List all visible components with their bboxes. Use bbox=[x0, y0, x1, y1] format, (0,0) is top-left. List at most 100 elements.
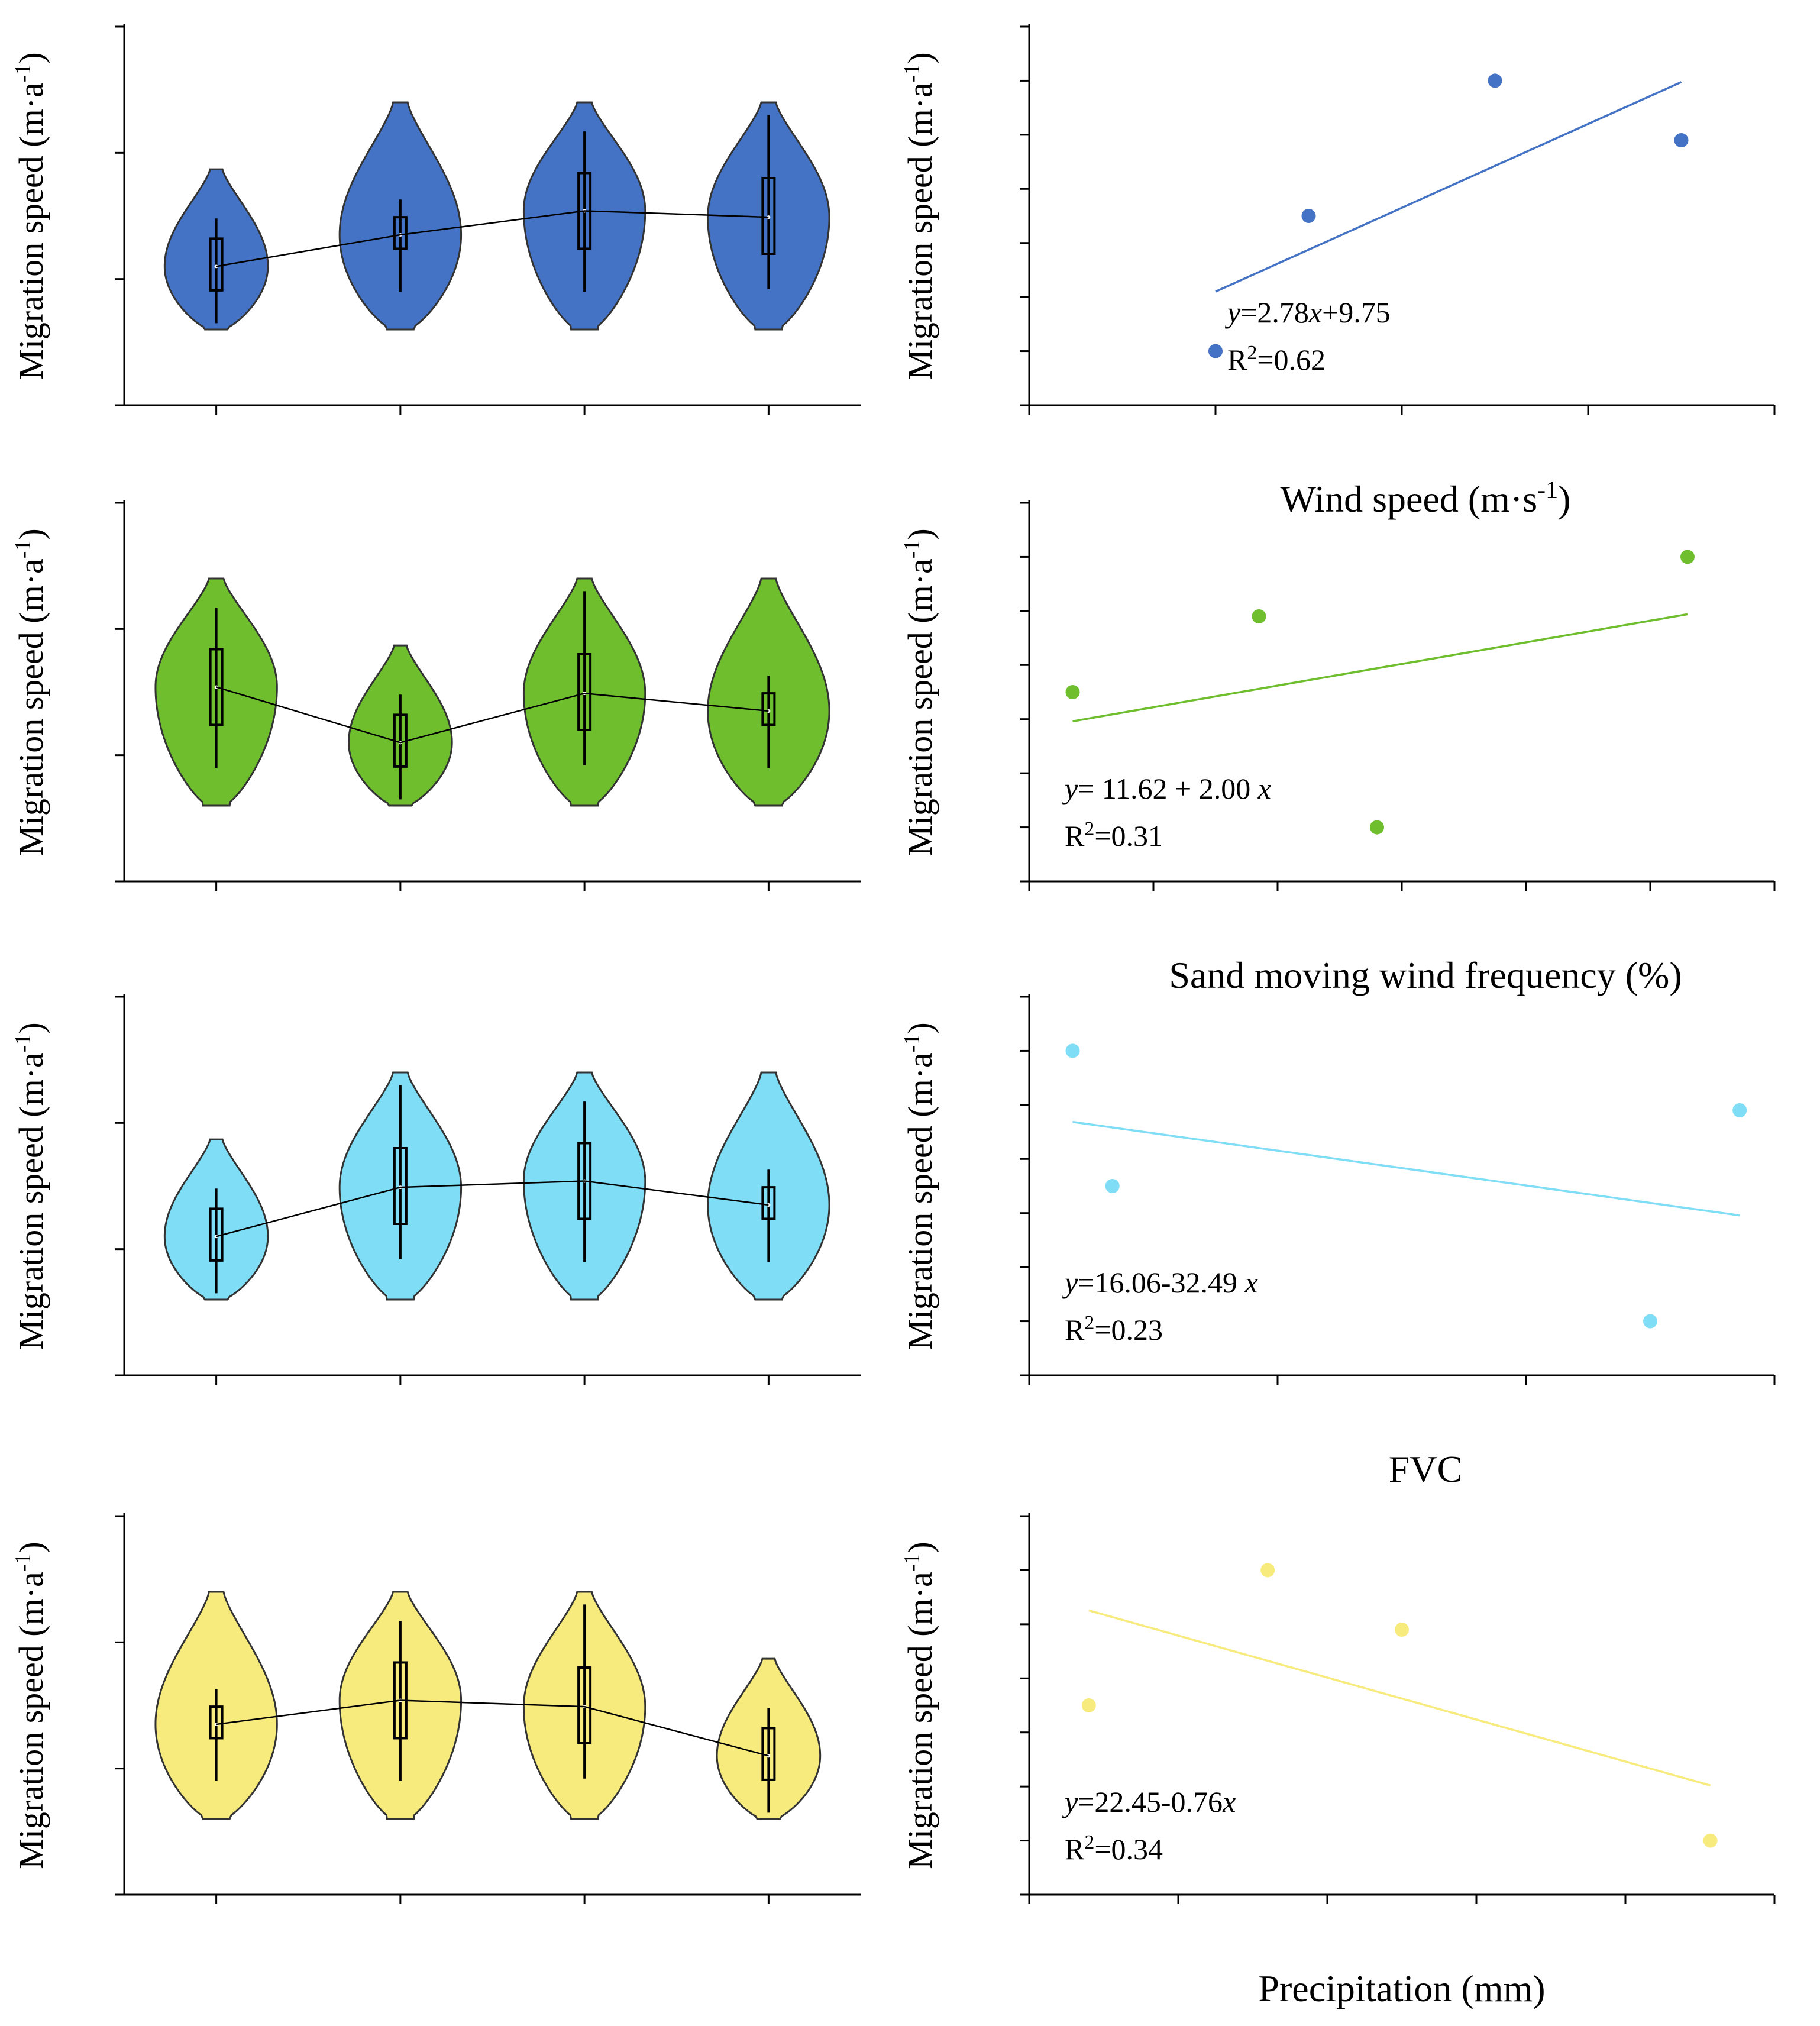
r-squared: R2=0.34 bbox=[1065, 1831, 1163, 1866]
r2-sup: 2 bbox=[1084, 1831, 1094, 1853]
y-label-end: ) bbox=[12, 52, 50, 63]
eq-body: = 11.62 + 2.00 bbox=[1078, 772, 1258, 805]
regression-equation: y=22.45-0.76x bbox=[1062, 1785, 1236, 1818]
data-point bbox=[1260, 1563, 1275, 1578]
data-point bbox=[1105, 1179, 1120, 1193]
x-axis-label: FVC bbox=[1389, 1448, 1463, 1490]
eq-x: x bbox=[1308, 296, 1322, 329]
data-point bbox=[1643, 1314, 1657, 1329]
r-squared: R2=0.23 bbox=[1065, 1312, 1163, 1347]
iqr-box bbox=[761, 177, 776, 255]
data-point bbox=[1488, 73, 1502, 88]
y-label-main: Migration speed (m·a bbox=[901, 1052, 939, 1350]
eq-body: =2.78 bbox=[1240, 296, 1309, 329]
data-point bbox=[1370, 820, 1384, 835]
eq-x: x bbox=[1222, 1785, 1236, 1818]
data-point bbox=[1065, 1043, 1080, 1058]
data-point bbox=[1081, 1698, 1096, 1712]
y-label-end: ) bbox=[12, 1022, 50, 1033]
r2-r: R bbox=[1065, 819, 1085, 852]
regression-line bbox=[1088, 1609, 1711, 1787]
data-point bbox=[1732, 1103, 1747, 1117]
eq-y: y bbox=[1062, 1785, 1078, 1818]
sand-wind-violin-panel: Migration speed (m·a-1) bbox=[11, 500, 861, 891]
y-label-sup: -1 bbox=[900, 540, 924, 559]
wind-speed-violin-panel: Migration speed (m·a-1) bbox=[11, 24, 861, 415]
y-label-end: ) bbox=[901, 52, 939, 63]
precipitation-scatter-panel: y=22.45-0.76x R2=0.34 Precipitation (mm) Mi… bbox=[900, 1513, 1776, 2009]
iqr-box bbox=[209, 1705, 224, 1740]
fvc-scatter-panel: y=16.06-32.49 x R2=0.23 FVC Migration speed… bbox=[900, 994, 1776, 1490]
y-label-end: ) bbox=[12, 528, 50, 539]
regression-equation: y=2.78x+9.75 bbox=[1224, 296, 1391, 329]
median-trend-line bbox=[216, 1699, 769, 1757]
regression-equation: y= 11.62 + 2.00 x bbox=[1062, 772, 1271, 805]
iqr-box bbox=[209, 648, 224, 726]
iqr-box bbox=[577, 1666, 592, 1744]
y-label-sup: -1 bbox=[900, 64, 924, 83]
y-label-main: Migration speed (m·a bbox=[12, 1572, 50, 1869]
iqr-box bbox=[761, 692, 776, 726]
regression-equation: y=16.06-32.49 x bbox=[1062, 1266, 1258, 1299]
iqr-box bbox=[577, 653, 592, 731]
eq-y: y bbox=[1224, 296, 1241, 329]
data-point bbox=[1395, 1623, 1409, 1637]
r-squared: R2=0.62 bbox=[1227, 342, 1326, 377]
wind-speed-scatter-panel: y=2.78x+9.75 R2=0.62 Wind speed (m·s-1) Mig… bbox=[900, 24, 1776, 520]
eq-y: y bbox=[1062, 772, 1078, 805]
iqr-box bbox=[761, 1186, 776, 1220]
fvc-scatter-y-label: Migration speed (m·a-1) bbox=[900, 1022, 939, 1350]
precipitation-scatter-y-label: Migration speed (m·a-1) bbox=[900, 1542, 939, 1869]
sand-wind-scatter-y-label: Migration speed (m·a-1) bbox=[900, 528, 939, 856]
y-label-sup: -1 bbox=[11, 1034, 35, 1053]
r2-sup: 2 bbox=[1247, 342, 1257, 364]
x-axis-label: Precipitation (mm) bbox=[1258, 1967, 1545, 2009]
median-trend-line bbox=[216, 1180, 769, 1237]
y-label-main: Migration speed (m·a bbox=[12, 558, 50, 856]
eq-y: y bbox=[1062, 1266, 1078, 1299]
iqr-box bbox=[393, 1147, 408, 1225]
y-label-main: Migration speed (m·a bbox=[901, 558, 939, 856]
regression-line bbox=[1215, 81, 1682, 293]
y-label-main: Migration speed (m·a bbox=[12, 82, 50, 380]
r2-sup: 2 bbox=[1084, 818, 1094, 840]
eq-x: x bbox=[1257, 772, 1271, 805]
y-label-end: ) bbox=[12, 1542, 50, 1553]
y-label-main: Migration speed (m·a bbox=[901, 1572, 939, 1869]
y-label-main: Migration speed (m·a bbox=[12, 1052, 50, 1350]
sand-wind-violin-y-label: Migration speed (m·a-1) bbox=[11, 528, 50, 856]
median-trend-line bbox=[216, 210, 769, 267]
x-axis-label: Wind speed (m·s-1) bbox=[1281, 477, 1571, 520]
iqr-box bbox=[393, 216, 408, 250]
r2-val: =0.23 bbox=[1094, 1313, 1163, 1346]
r2-r: R bbox=[1065, 1313, 1085, 1346]
data-point bbox=[1680, 550, 1695, 564]
x-axis-label: Sand moving wind frequency (%) bbox=[1169, 954, 1682, 996]
data-point bbox=[1065, 685, 1080, 699]
eq-tail: +9.75 bbox=[1322, 296, 1391, 329]
y-label-main: Migration speed (m·a bbox=[901, 82, 939, 380]
r2-val: =0.62 bbox=[1257, 343, 1326, 376]
precipitation-violin-y-label: Migration speed (m·a-1) bbox=[11, 1542, 50, 1869]
y-label-sup: -1 bbox=[900, 1034, 924, 1053]
r2-sup: 2 bbox=[1084, 1312, 1094, 1334]
wind-speed-violin-y-label: Migration speed (m·a-1) bbox=[11, 52, 50, 380]
median-trend-line bbox=[216, 686, 769, 744]
iqr-box bbox=[209, 237, 224, 292]
r2-val: =0.34 bbox=[1094, 1833, 1163, 1866]
y-label-end: ) bbox=[901, 1542, 939, 1553]
x-label-sup: -1 bbox=[1537, 477, 1558, 504]
r-squared: R2=0.31 bbox=[1065, 818, 1163, 853]
eq-body: =16.06-32.49 bbox=[1078, 1266, 1244, 1299]
x-label-end: ) bbox=[1558, 478, 1570, 520]
y-label-sup: -1 bbox=[900, 1553, 924, 1572]
y-label-end: ) bbox=[901, 1022, 939, 1033]
fvc-violin-y-label: Migration speed (m·a-1) bbox=[11, 1022, 50, 1350]
eq-x: x bbox=[1244, 1266, 1258, 1299]
x-label-main: FVC bbox=[1389, 1448, 1463, 1490]
r2-r: R bbox=[1065, 1833, 1085, 1866]
data-point bbox=[1208, 344, 1223, 358]
regression-line bbox=[1072, 613, 1688, 723]
data-point bbox=[1703, 1833, 1718, 1848]
